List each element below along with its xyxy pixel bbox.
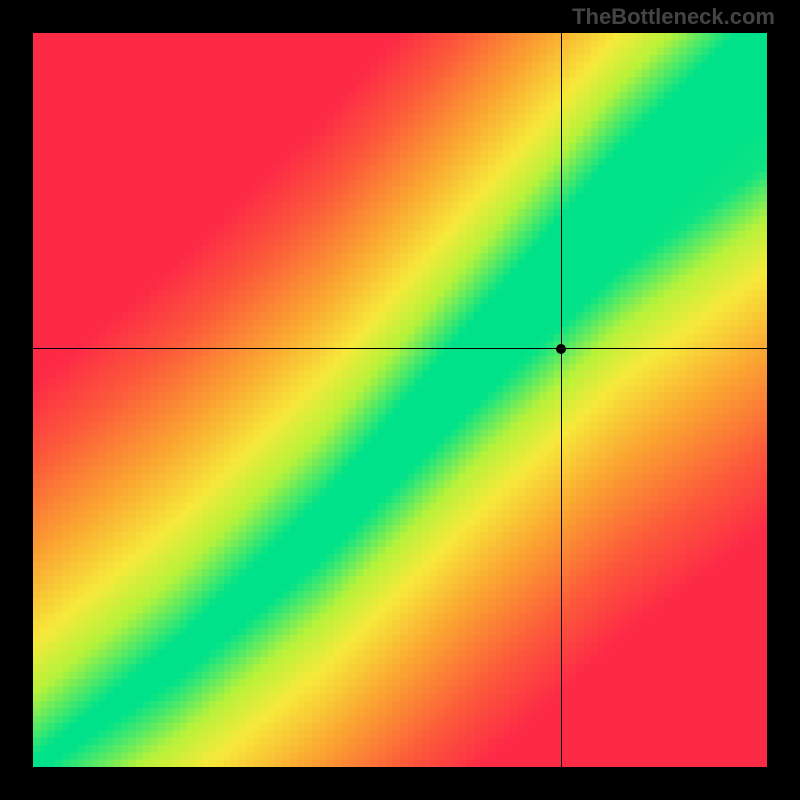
crosshair-marker (556, 344, 566, 354)
watermark-text: TheBottleneck.com (572, 4, 775, 30)
bottleneck-heatmap (33, 33, 767, 767)
crosshair-horizontal (33, 348, 767, 349)
crosshair-vertical (561, 33, 562, 767)
chart-container: { "watermark": { "text": "TheBottleneck.… (0, 0, 800, 800)
